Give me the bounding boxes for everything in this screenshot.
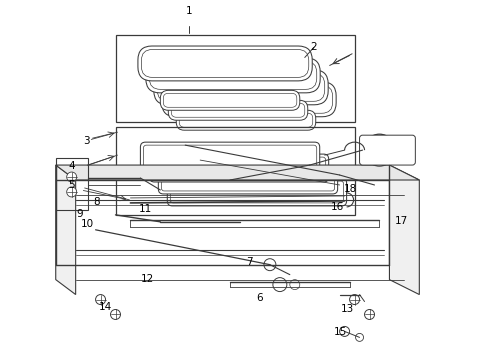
- Text: 2: 2: [310, 42, 317, 52]
- Text: 3: 3: [83, 136, 90, 145]
- FancyBboxPatch shape: [146, 58, 320, 93]
- FancyBboxPatch shape: [176, 110, 316, 130]
- Circle shape: [340, 327, 349, 336]
- FancyBboxPatch shape: [172, 103, 305, 117]
- Text: 11: 11: [138, 204, 151, 214]
- FancyBboxPatch shape: [165, 85, 333, 113]
- FancyBboxPatch shape: [141, 142, 319, 170]
- Circle shape: [67, 187, 76, 197]
- Text: 7: 7: [246, 257, 253, 267]
- FancyBboxPatch shape: [149, 154, 329, 182]
- Text: 6: 6: [256, 293, 263, 303]
- Text: 15: 15: [334, 327, 347, 337]
- FancyBboxPatch shape: [154, 70, 328, 105]
- Circle shape: [264, 259, 276, 271]
- FancyBboxPatch shape: [149, 62, 317, 89]
- Circle shape: [364, 134, 395, 166]
- Text: 10: 10: [81, 219, 95, 229]
- Circle shape: [111, 310, 121, 319]
- FancyBboxPatch shape: [161, 169, 335, 191]
- FancyBboxPatch shape: [171, 181, 343, 203]
- Text: 9: 9: [77, 209, 83, 219]
- Text: 14: 14: [99, 302, 113, 312]
- FancyBboxPatch shape: [160, 90, 300, 110]
- Circle shape: [96, 294, 105, 305]
- FancyBboxPatch shape: [152, 157, 326, 179]
- Text: 17: 17: [394, 216, 408, 226]
- FancyBboxPatch shape: [158, 166, 338, 194]
- FancyBboxPatch shape: [162, 82, 336, 117]
- Text: 5: 5: [69, 180, 75, 190]
- FancyBboxPatch shape: [138, 46, 312, 81]
- Polygon shape: [56, 165, 75, 294]
- Bar: [56, 158, 88, 210]
- Circle shape: [67, 172, 76, 182]
- FancyBboxPatch shape: [157, 73, 325, 101]
- FancyBboxPatch shape: [142, 50, 309, 77]
- FancyBboxPatch shape: [360, 135, 416, 165]
- Text: 18: 18: [343, 184, 357, 194]
- FancyBboxPatch shape: [144, 145, 317, 167]
- Circle shape: [390, 138, 414, 162]
- Polygon shape: [56, 165, 419, 180]
- FancyBboxPatch shape: [167, 178, 346, 206]
- Circle shape: [365, 310, 374, 319]
- Text: 16: 16: [331, 202, 344, 212]
- Circle shape: [290, 280, 300, 289]
- Circle shape: [356, 333, 364, 341]
- Text: 4: 4: [69, 161, 75, 171]
- Bar: [116, 127, 355, 215]
- Text: 1: 1: [186, 6, 192, 17]
- FancyBboxPatch shape: [168, 100, 308, 120]
- FancyBboxPatch shape: [163, 93, 297, 107]
- Bar: [116, 35, 355, 122]
- Text: 8: 8: [93, 197, 99, 207]
- Polygon shape: [390, 165, 419, 294]
- FancyBboxPatch shape: [179, 113, 313, 127]
- Text: 12: 12: [141, 274, 154, 284]
- Circle shape: [349, 294, 360, 305]
- Text: 13: 13: [341, 304, 354, 314]
- Circle shape: [371, 142, 388, 158]
- Circle shape: [273, 278, 287, 292]
